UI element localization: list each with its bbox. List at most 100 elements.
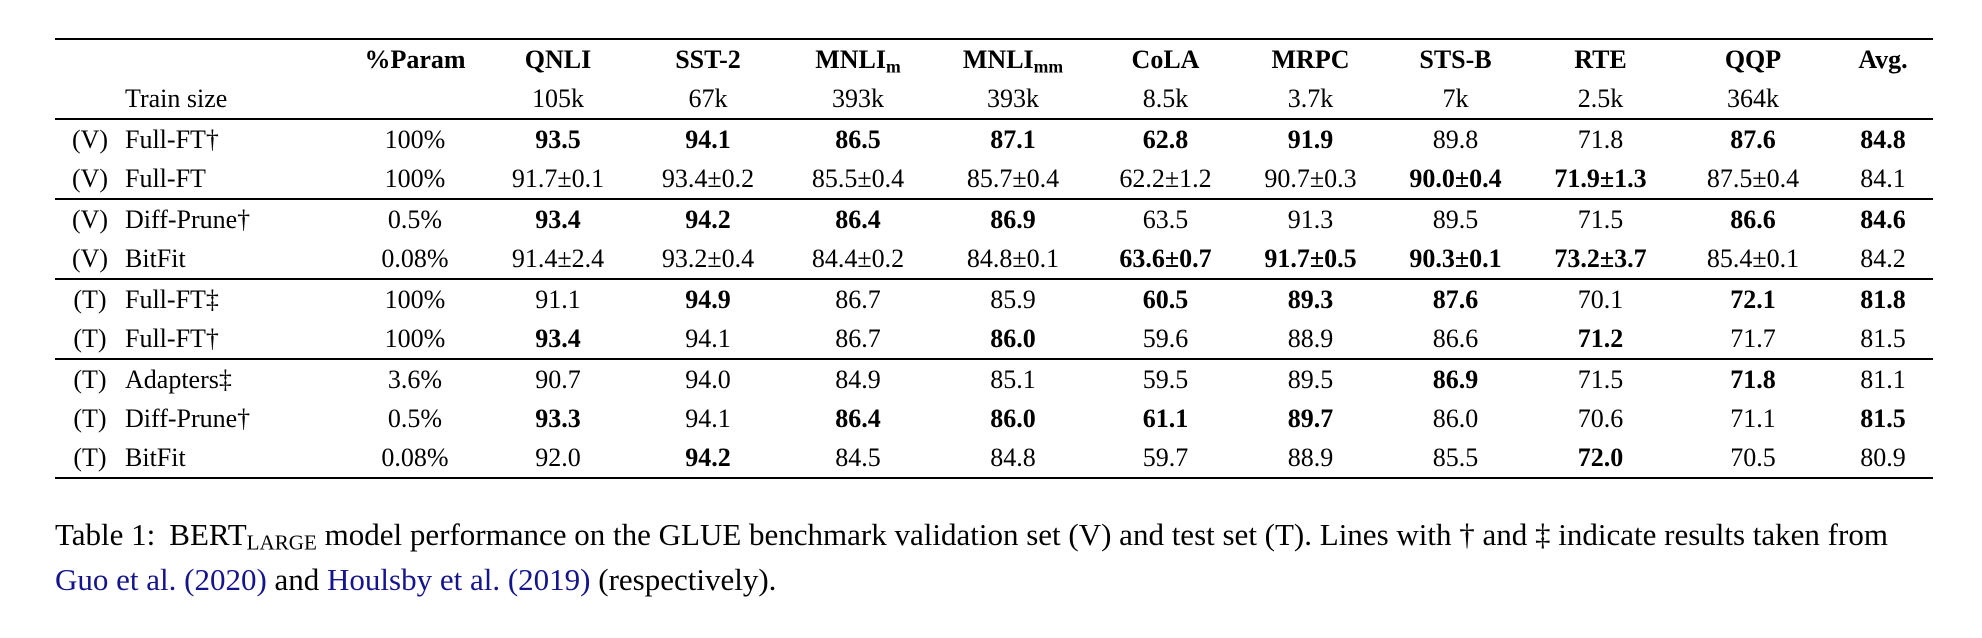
citation-link-guo-2020[interactable]: Guo et al. (2020) <box>55 562 267 598</box>
row-set-tag: (T) <box>73 442 107 472</box>
score-value: 85.1 <box>990 364 1036 394</box>
score-value: 84.9 <box>835 364 881 394</box>
avg-value: 84.1 <box>1860 163 1906 193</box>
table-row: (T) Diff-Prune† 0.5% 93.3 94.1 86.4 86.0 61.1 89… <box>55 399 1933 438</box>
score-value: 91.1 <box>535 284 581 314</box>
avg-value: 84.2 <box>1860 243 1906 273</box>
param-value: 100% <box>384 323 446 353</box>
train-size-value: 7k <box>1442 83 1469 113</box>
score-value: 91.4±2.4 <box>511 243 605 273</box>
score-value: 86.9 <box>990 204 1036 234</box>
score-value: 86.6 <box>1730 204 1776 234</box>
score-value: 63.6±0.7 <box>1119 243 1212 273</box>
score-value: 94.1 <box>685 323 731 353</box>
row-set-tag: (T) <box>73 323 107 353</box>
score-value: 59.7 <box>1142 442 1189 472</box>
score-value: 85.9 <box>990 284 1036 314</box>
score-value: 62.8 <box>1142 124 1189 154</box>
score-value: 71.2 <box>1577 323 1624 353</box>
score-value: 86.5 <box>835 124 881 154</box>
header-subscript: mm <box>1033 55 1064 76</box>
table-row: (V) Full-FT 100% 91.7±0.1 93.4±0.2 85.5±0.4 85… <box>55 159 1933 199</box>
caption-text: and <box>266 562 328 598</box>
row-set-tag: (T) <box>73 403 107 433</box>
method-label: Diff-Prune† <box>125 403 251 433</box>
method-label: Adapters‡ <box>125 364 232 394</box>
header-qnli: QNLI <box>524 44 592 74</box>
score-value: 89.7 <box>1287 403 1334 433</box>
score-value: 91.7±0.5 <box>1264 243 1357 273</box>
empty-cell <box>347 79 483 119</box>
row-set-tag: (V) <box>71 124 109 154</box>
avg-value: 81.1 <box>1860 364 1906 394</box>
paper-page: %Param QNLI SST-2 MNLIm MNLImm CoLA MRPC STS-B R… <box>55 38 1935 603</box>
table-row: (V) BitFit 0.08% 91.4±2.4 93.2±0.4 84.4±0.2 84… <box>55 239 1933 279</box>
score-value: 90.3±0.1 <box>1409 243 1502 273</box>
param-value: 0.08% <box>381 442 449 472</box>
score-value: 86.7 <box>835 284 881 314</box>
row-group: (V) Full-FT† 100% 93.5 94.1 86.5 87.1 62.8 91.9 8… <box>55 119 1933 199</box>
score-value: 71.9±1.3 <box>1554 163 1647 193</box>
score-value: 89.8 <box>1432 124 1479 154</box>
score-value: 88.9 <box>1287 323 1334 353</box>
param-value: 100% <box>384 163 446 193</box>
score-value: 86.0 <box>990 323 1036 353</box>
score-value: 73.2±3.7 <box>1554 243 1647 273</box>
score-value: 71.1 <box>1730 403 1776 433</box>
empty-cell <box>1833 79 1933 119</box>
score-value: 71.8 <box>1577 124 1624 154</box>
param-value: 0.5% <box>387 204 443 234</box>
method-label: BitFit <box>125 243 186 273</box>
score-value: 84.8 <box>990 442 1036 472</box>
citation-link-houlsby-2019[interactable]: Houlsby et al. (2019) <box>327 562 591 598</box>
score-value: 92.0 <box>535 442 581 472</box>
score-value: 84.8±0.1 <box>966 243 1060 273</box>
train-size-value: 2.5k <box>1577 83 1624 113</box>
header-avg: Avg. <box>1858 44 1908 74</box>
score-value: 60.5 <box>1142 284 1189 314</box>
score-value: 90.0±0.4 <box>1409 163 1502 193</box>
score-value: 86.0 <box>990 403 1036 433</box>
table-row: (T) BitFit 0.08% 92.0 94.2 84.5 84.8 59.7 88.9 85… <box>55 438 1933 478</box>
score-value: 93.2±0.4 <box>661 243 755 273</box>
score-value: 93.3 <box>535 403 581 433</box>
row-set-tag: (V) <box>71 243 109 273</box>
score-value: 85.7±0.4 <box>966 163 1060 193</box>
param-value: 3.6% <box>387 364 443 394</box>
header-sts-b: STS-B <box>1419 44 1492 74</box>
row-group: (V) Diff-Prune† 0.5% 93.4 94.2 86.4 86.9 63.5 91… <box>55 199 1933 279</box>
score-value: 85.5 <box>1432 442 1479 472</box>
param-value: 0.5% <box>387 403 443 433</box>
avg-value: 84.6 <box>1860 204 1906 234</box>
score-value: 94.2 <box>685 442 731 472</box>
score-value: 62.2±1.2 <box>1119 163 1212 193</box>
score-value: 94.9 <box>685 284 731 314</box>
row-group: (T) Full-FT‡ 100% 91.1 94.9 86.7 85.9 60.5 89.3 8… <box>55 279 1933 359</box>
score-value: 94.1 <box>685 403 731 433</box>
param-value: 0.08% <box>381 243 449 273</box>
score-value: 71.8 <box>1730 364 1776 394</box>
method-label: Diff-Prune† <box>125 204 251 234</box>
avg-value: 81.8 <box>1860 284 1906 314</box>
score-value: 86.7 <box>835 323 881 353</box>
score-value: 94.2 <box>685 204 731 234</box>
table-row: (T) Full-FT‡ 100% 91.1 94.9 86.7 85.9 60.5 89.3 8… <box>55 279 1933 319</box>
score-value: 94.0 <box>685 364 731 394</box>
corner-cell <box>55 39 125 79</box>
avg-value: 81.5 <box>1860 323 1906 353</box>
caption-text: model performance on the GLUE benchmark … <box>316 517 1888 552</box>
score-value: 89.5 <box>1432 204 1479 234</box>
score-value: 91.3 <box>1287 204 1334 234</box>
score-value: 88.9 <box>1287 442 1334 472</box>
score-value: 90.7 <box>535 364 581 394</box>
table-caption: Table 1: BERTLARGE model performance on t… <box>55 513 1935 603</box>
score-value: 86.4 <box>835 204 881 234</box>
score-value: 85.4±0.1 <box>1706 243 1800 273</box>
table-row: (V) Full-FT† 100% 93.5 94.1 86.5 87.1 62.8 91.9 8… <box>55 119 1933 159</box>
score-value: 93.4 <box>535 323 581 353</box>
row-set-tag: (T) <box>73 364 107 394</box>
score-value: 61.1 <box>1142 403 1189 433</box>
score-value: 93.4±0.2 <box>661 163 755 193</box>
method-label: BitFit <box>125 442 186 472</box>
score-value: 91.7±0.1 <box>511 163 605 193</box>
